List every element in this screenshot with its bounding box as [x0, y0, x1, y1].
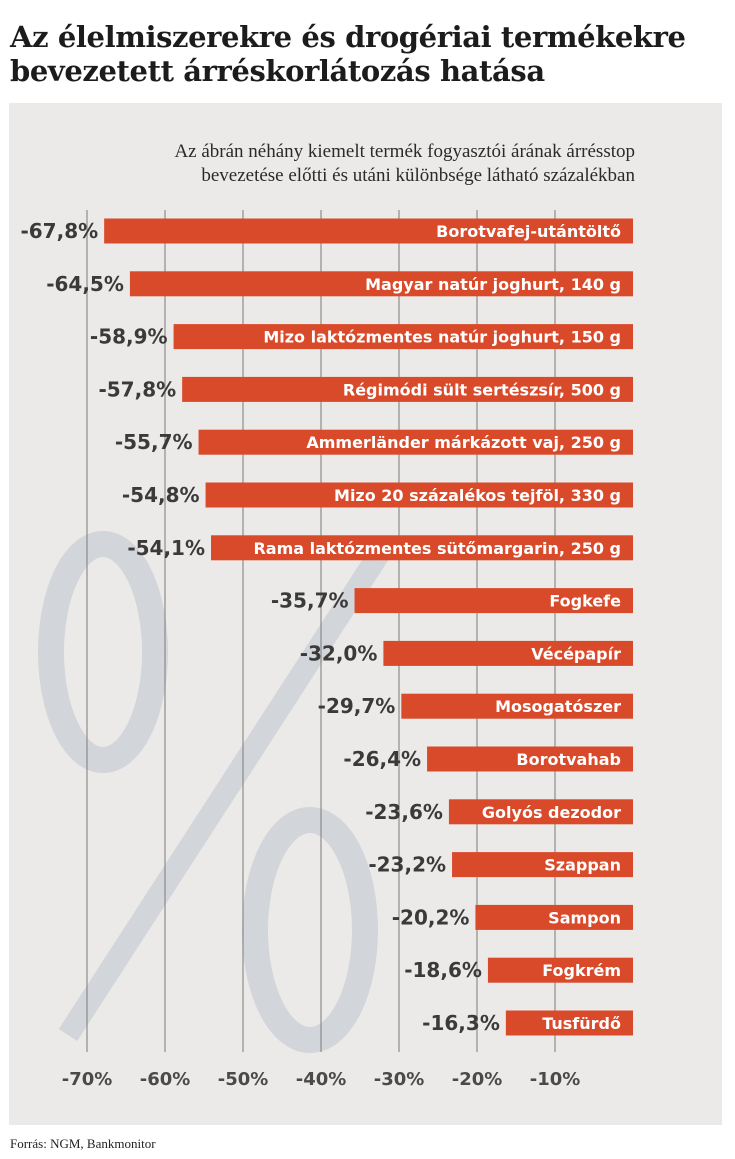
- bar: [129, 271, 633, 297]
- bar: [104, 218, 633, 244]
- bar-category-label: Borotvahab: [516, 750, 621, 769]
- bar: [505, 1010, 633, 1036]
- bar-row: Borotvafej-utántöltő -67,8%: [20, 218, 633, 244]
- bar-value-label: -55,7%: [115, 430, 193, 454]
- bar-category-label: Vécépapír: [531, 644, 621, 663]
- bar-category-label: Ammerländer márkázott vaj, 250 g: [306, 433, 621, 452]
- chart-title-line-2: bevezetett árréskorlátozás hatása: [10, 54, 545, 88]
- bar-row: Fogkrém -18,6%: [404, 957, 633, 983]
- bar-row: Mizo 20 százalékos tejföl, 330 g -54,8%: [122, 482, 633, 508]
- chart-subtitle-line-1: Az ábrán néhány kiemelt termék fogyasztó…: [174, 141, 635, 162]
- bar-row: Sampon -20,2%: [392, 904, 633, 930]
- bar-value-label: -58,9%: [90, 325, 168, 349]
- bar-category-label: Fogkrém: [542, 961, 621, 980]
- bar-row: Borotvahab -26,4%: [343, 746, 633, 772]
- bar-category-label: Tusfürdő: [542, 1014, 621, 1033]
- bar-category-label: Fogkefe: [549, 592, 621, 611]
- bar-value-label: -54,8%: [122, 483, 200, 507]
- chart-title: Az élelmiszerekre és drogériai termékekr…: [10, 20, 725, 88]
- bar-row: Régimódi sült sertészsír, 500 g -57,8%: [98, 376, 633, 402]
- bar-category-label: Mizo 20 százalékos tejföl, 330 g: [334, 486, 621, 505]
- bar: [487, 957, 633, 983]
- bar-value-label: -23,6%: [365, 800, 443, 824]
- bar: [452, 852, 633, 878]
- x-tick-label: -50%: [218, 1069, 269, 1090]
- bar: [354, 588, 633, 614]
- bar-row: Mosogatószer -29,7%: [318, 693, 633, 719]
- bar: [198, 429, 634, 455]
- bar-row: Fogkefe -35,7%: [271, 588, 633, 614]
- bar-value-label: -18,6%: [404, 958, 482, 982]
- bar-category-label: Rama laktózmentes sütőmargarin, 250 g: [253, 539, 621, 558]
- bar-category-label: Szappan: [544, 856, 621, 875]
- bar-value-label: -29,7%: [318, 694, 396, 718]
- bar-category-label: Golyós dezodor: [482, 803, 621, 822]
- bar-row: Mizo laktózmentes natúr joghurt, 150 g -5…: [90, 324, 633, 350]
- bar-value-label: -26,4%: [343, 747, 421, 771]
- x-tick-label: -40%: [296, 1069, 347, 1090]
- bars: Borotvafej-utántöltő -67,8% Magyar natúr j…: [20, 218, 634, 1036]
- chart-subtitle-line-2: bevezetése előtti és utáni különbsége lá…: [201, 165, 635, 186]
- bar: [182, 376, 633, 402]
- bar-category-label: Borotvafej-utántöltő: [436, 222, 621, 241]
- x-tick-label: -30%: [374, 1069, 425, 1090]
- bar: [427, 746, 633, 772]
- bar-row: Golyós dezodor -23,6%: [365, 799, 633, 825]
- bar-row: Ammerländer márkázott vaj, 250 g -55,7%: [115, 429, 634, 455]
- x-tick-label: -20%: [452, 1069, 503, 1090]
- chart-title-line-1: Az élelmiszerekre és drogériai termékekr…: [10, 20, 686, 54]
- bar: [211, 535, 633, 561]
- bar-category-label: Sampon: [548, 908, 621, 927]
- bar: [205, 482, 633, 508]
- bar-value-label: -35,7%: [271, 589, 349, 613]
- bar: [475, 904, 633, 930]
- bar: [448, 799, 633, 825]
- bar: [383, 640, 633, 666]
- bar-category-label: Régimódi sült sertészsír, 500 g: [343, 380, 621, 399]
- source-note: Forrás: NGM, Bankmonitor: [10, 1136, 156, 1151]
- bar-value-label: -54,1%: [127, 536, 205, 560]
- bar: [173, 324, 633, 350]
- bar-value-label: -32,0%: [300, 641, 378, 665]
- bar-value-label: -23,2%: [368, 853, 446, 877]
- bar: [401, 693, 633, 719]
- bar-category-label: Mosogatószer: [495, 697, 621, 716]
- bar-row: Magyar natúr joghurt, 140 g -64,5%: [46, 271, 633, 297]
- bar-row: Rama laktózmentes sütőmargarin, 250 g -54…: [127, 535, 633, 561]
- x-tick-label: -10%: [530, 1069, 581, 1090]
- bar-row: Szappan -23,2%: [368, 852, 633, 878]
- bar-category-label: Mizo laktózmentes natúr joghurt, 150 g: [263, 328, 621, 347]
- x-axis-ticks: -70% -60% -50% -40% -30% -20% -10%: [62, 1069, 581, 1090]
- bar-value-label: -16,3%: [422, 1011, 500, 1035]
- percent-watermark: [38, 531, 395, 1053]
- chart-subtitle: Az ábrán néhány kiemelt termék fogyasztó…: [174, 140, 635, 188]
- bar-value-label: -57,8%: [98, 377, 176, 401]
- bar-value-label: -64,5%: [46, 272, 124, 296]
- x-tick-label: -70%: [62, 1069, 113, 1090]
- bar-row: Tusfürdő -16,3%: [422, 1010, 633, 1036]
- bar-category-label: Magyar natúr joghurt, 140 g: [365, 275, 621, 294]
- x-tick-label: -60%: [140, 1069, 191, 1090]
- bar-value-label: -67,8%: [20, 219, 98, 243]
- bar-row: Vécépapír -32,0%: [300, 640, 633, 666]
- bar-value-label: -20,2%: [392, 905, 470, 929]
- grid-lines: [86, 210, 556, 1052]
